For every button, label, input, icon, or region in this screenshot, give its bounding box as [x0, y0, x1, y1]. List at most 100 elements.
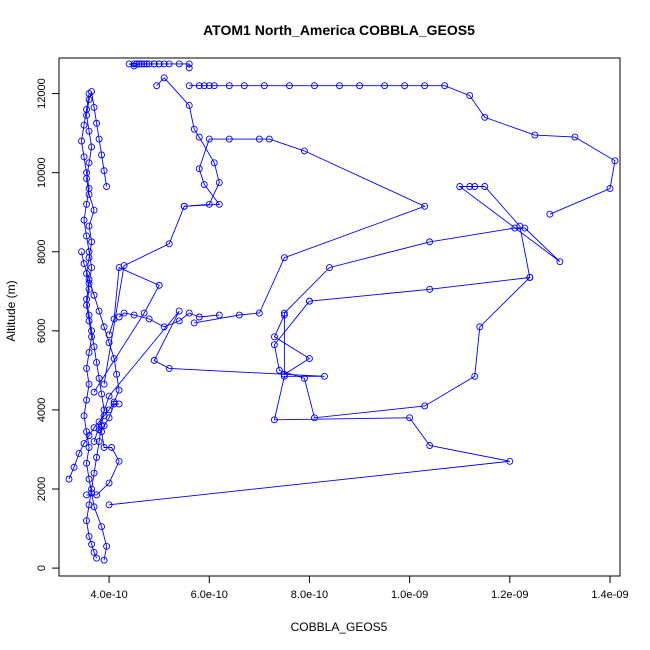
data-point	[138, 60, 146, 68]
data-point	[426, 238, 434, 246]
data-point	[200, 181, 208, 188]
data-point	[426, 442, 434, 449]
data-point	[356, 82, 363, 90]
data-point	[421, 402, 429, 410]
data-point	[476, 323, 484, 331]
data-point	[381, 82, 389, 90]
data-point	[270, 341, 278, 349]
data-point	[225, 82, 233, 90]
series-7	[100, 135, 429, 388]
data-point	[471, 183, 479, 190]
data-point	[83, 295, 90, 303]
data-point	[90, 206, 98, 214]
series-line	[118, 312, 220, 328]
data-point	[90, 469, 98, 477]
data-point	[556, 258, 564, 266]
y-tick-label: 6000	[36, 319, 48, 343]
data-point	[95, 438, 103, 446]
data-point	[215, 179, 223, 187]
data-point	[83, 459, 90, 467]
data-point	[78, 137, 85, 145]
data-point	[98, 390, 106, 398]
data-point	[85, 380, 93, 388]
data-point	[210, 82, 218, 90]
series-line	[156, 77, 220, 207]
data-point	[240, 82, 248, 90]
data-point	[95, 135, 103, 143]
data-point	[98, 151, 106, 159]
data-point	[90, 343, 98, 351]
data-point	[100, 444, 108, 451]
data-point	[83, 396, 90, 404]
data-point	[606, 185, 614, 192]
data-point	[90, 388, 98, 396]
data-point	[185, 102, 193, 109]
data-point	[103, 542, 111, 550]
data-point	[195, 165, 203, 173]
data-point	[235, 311, 243, 319]
data-point	[83, 105, 90, 113]
data-point	[85, 311, 93, 319]
data-point	[83, 232, 90, 240]
data-point	[100, 380, 108, 388]
data-point	[80, 412, 88, 420]
y-tick-label: 4000	[36, 398, 48, 422]
data-point	[145, 315, 153, 323]
data-point	[205, 135, 213, 143]
data-point	[88, 327, 96, 335]
data-point	[145, 60, 153, 68]
data-point	[83, 517, 90, 525]
data-point	[270, 416, 278, 424]
series-line	[81, 93, 105, 559]
data-point	[110, 355, 118, 362]
data-point	[113, 370, 121, 378]
data-point	[115, 386, 123, 394]
data-point	[205, 82, 213, 90]
data-point	[441, 82, 449, 90]
y-axis-label: Altitude (m)	[4, 280, 18, 341]
data-point	[280, 370, 288, 378]
data-point	[85, 90, 93, 98]
data-point	[85, 275, 93, 283]
data-point	[85, 248, 93, 256]
data-point	[135, 60, 143, 68]
data-point	[185, 60, 193, 68]
data-point	[215, 200, 223, 208]
data-point	[120, 262, 128, 270]
data-point	[115, 457, 123, 465]
data-point	[100, 167, 108, 175]
data-point	[155, 281, 163, 289]
data-point	[255, 309, 263, 317]
y-tick-label: 2000	[36, 477, 48, 501]
data-point	[160, 74, 168, 82]
x-tick-label: 1.2e-09	[491, 589, 528, 601]
data-point	[531, 131, 539, 139]
data-point	[153, 82, 161, 90]
data-point	[175, 60, 183, 68]
data-point	[100, 556, 108, 564]
data-point	[85, 533, 93, 540]
data-point	[105, 414, 113, 422]
data-point	[83, 200, 90, 208]
data-point	[90, 103, 98, 111]
data-point	[90, 438, 98, 446]
data-point	[85, 349, 93, 357]
data-point	[165, 240, 173, 248]
data-point	[506, 457, 514, 465]
data-point	[225, 135, 233, 143]
data-point	[195, 82, 203, 90]
data-point	[105, 479, 113, 487]
data-point	[115, 400, 123, 408]
data-point	[481, 113, 489, 121]
data-point	[85, 501, 93, 509]
data-point	[93, 359, 101, 366]
data-point	[180, 202, 188, 210]
data-point	[185, 82, 193, 90]
data-point	[215, 311, 223, 319]
data-point	[85, 222, 93, 230]
data-point	[120, 309, 128, 317]
series-line	[93, 310, 510, 506]
series-line	[273, 186, 561, 419]
data-point	[88, 143, 96, 151]
data-point	[83, 169, 90, 177]
